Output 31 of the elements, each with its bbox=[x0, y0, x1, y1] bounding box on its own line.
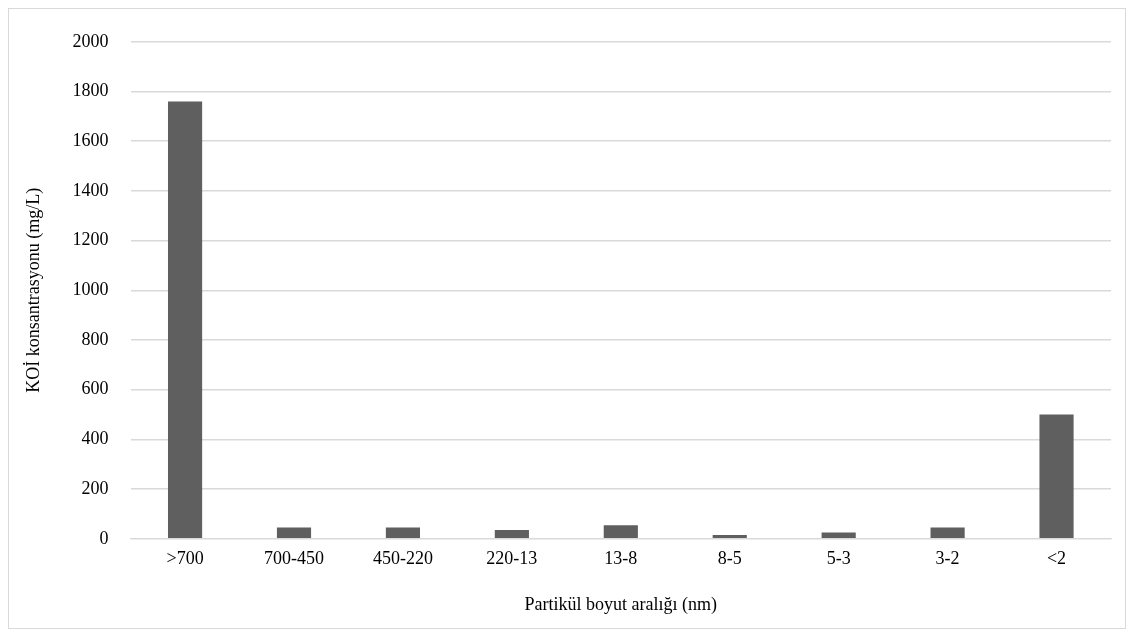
y-tick-label: 1200 bbox=[72, 229, 109, 250]
bar bbox=[167, 101, 203, 539]
bar bbox=[494, 530, 529, 539]
x-tick-label: 5-3 bbox=[826, 548, 851, 569]
bar bbox=[385, 527, 421, 539]
bar bbox=[276, 527, 312, 539]
y-tick-label: 600 bbox=[81, 378, 109, 399]
y-axis-title: KOİ konsantrasyonu (mg/L) bbox=[22, 187, 44, 393]
y-tick-label: 1400 bbox=[72, 179, 109, 200]
x-tick-label: <2 bbox=[1046, 548, 1067, 569]
x-axis-title: Partikül boyut aralığı (nm) bbox=[524, 593, 718, 615]
y-tick-label: 1000 bbox=[72, 279, 109, 300]
y-tick-label: 1800 bbox=[72, 80, 109, 101]
bar bbox=[603, 525, 638, 539]
x-tick-label: 450-220 bbox=[372, 548, 433, 569]
bar bbox=[1039, 414, 1074, 539]
x-tick-label: 8-5 bbox=[717, 548, 742, 569]
x-tick-label: 13-8 bbox=[604, 548, 638, 569]
x-tick-label: 700-450 bbox=[264, 548, 324, 569]
y-tick-label: 1600 bbox=[72, 129, 109, 150]
x-tick-label: 220-13 bbox=[486, 548, 538, 569]
y-tick-label: 400 bbox=[81, 428, 109, 449]
y-tick-label: 800 bbox=[81, 328, 109, 349]
bar bbox=[930, 527, 965, 539]
bar bbox=[821, 532, 856, 539]
x-tick-label: >700 bbox=[166, 548, 204, 569]
bar bbox=[712, 535, 747, 539]
x-tick-label: 3-2 bbox=[935, 548, 960, 569]
y-tick-label: 2000 bbox=[72, 30, 109, 51]
y-tick-label: 0 bbox=[99, 527, 109, 548]
y-tick-label: 200 bbox=[81, 477, 109, 498]
